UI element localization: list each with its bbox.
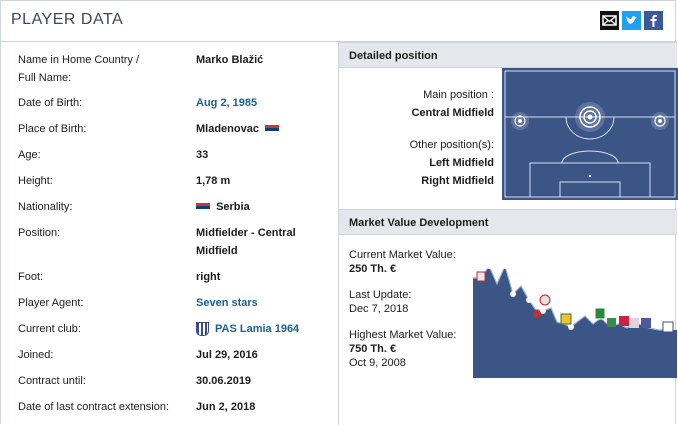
height-value: 1,78 m <box>196 175 231 187</box>
joined-value: Jul 29, 2016 <box>196 349 258 361</box>
nationality-text: Serbia <box>216 201 250 213</box>
agent-label: Player Agent: <box>18 297 84 309</box>
chart-data-points[interactable] <box>486 264 574 330</box>
joined-label: Joined: <box>18 349 54 361</box>
club-logo-icons <box>476 271 674 333</box>
age-value: 33 <box>196 149 209 161</box>
club-text[interactable]: PAS Lamia 1964 <box>215 323 300 335</box>
player-info-table: Name in Home Country / Full Name: Marko … <box>1 42 339 425</box>
contract-label: Contract until: <box>18 375 86 387</box>
current-value-block: Current Market Value: 250 Th. € <box>349 248 456 276</box>
main-position-marker <box>575 102 605 132</box>
nationality-label: Nationality: <box>18 201 73 213</box>
height-label: Height: <box>18 175 53 187</box>
detailed-position-title: Detailed position <box>339 42 677 68</box>
highest-value-block: Highest Market Value: 750 Th. € Oct 9, 2… <box>349 328 456 370</box>
name-value: Marko Blažić <box>196 54 264 66</box>
main-position-block: Main position : Central Midfield <box>339 86 494 122</box>
twitter-bird-icon[interactable] <box>622 11 641 30</box>
contract-value: 30.06.2019 <box>196 375 252 387</box>
club-label: Current club: <box>18 323 81 335</box>
current-value: 250 Th. € <box>349 263 397 275</box>
highest-value: 750 Th. € <box>349 343 397 355</box>
position-label: Position: <box>18 227 61 239</box>
current-value-label: Current Market Value: <box>349 249 456 261</box>
header: PLAYER DATA <box>1 1 677 42</box>
other-position-value: Right Midfield <box>421 175 494 187</box>
envelope-icon[interactable] <box>600 11 619 30</box>
last-update-label: Last Update: <box>349 289 412 301</box>
extension-label: Date of last contract extension: <box>18 401 170 413</box>
extension-value: Jun 2, 2018 <box>196 401 256 413</box>
page-title: PLAYER DATA <box>11 11 124 28</box>
right-midfield-marker <box>651 112 669 130</box>
name-label: Name in Home Country / Full Name: <box>18 54 140 84</box>
pob-value: Mladenovac <box>196 120 336 138</box>
club-link[interactable]: PAS Lamia 1964 <box>196 320 336 338</box>
right-panel: Detailed position Main position : Centra… <box>339 42 678 425</box>
other-positions-label: Other position(s): <box>409 139 494 151</box>
agent-link[interactable]: Seven stars <box>196 297 258 309</box>
other-position-value: Left Midfield <box>429 157 494 169</box>
serbia-flag-icon <box>265 124 280 134</box>
club-crest-icon <box>196 322 209 337</box>
dob-link[interactable]: Aug 2, 1985 <box>196 97 258 109</box>
pob-label: Place of Birth: <box>18 123 87 135</box>
foot-value: right <box>196 271 221 283</box>
pitch-diagram <box>502 68 678 200</box>
age-label: Age: <box>18 149 41 161</box>
market-value-chart[interactable] <box>473 264 677 378</box>
dob-label: Date of Birth: <box>18 97 83 109</box>
nationality-value: Serbia <box>196 198 336 216</box>
main-position-label: Main position : <box>423 89 494 101</box>
highest-value-date: Oct 9, 2008 <box>349 357 406 369</box>
serbia-flag-icon <box>196 202 210 212</box>
position-value: Midfielder - Central Midfield <box>196 227 296 257</box>
market-value-title: Market Value Development <box>339 209 677 235</box>
highest-value-label: Highest Market Value: <box>349 329 457 341</box>
left-midfield-marker <box>511 112 529 130</box>
last-update-value: Dec 7, 2018 <box>349 303 409 315</box>
last-update-block: Last Update: Dec 7, 2018 <box>349 288 411 316</box>
main-position-value: Central Midfield <box>411 107 494 119</box>
facebook-f-icon[interactable] <box>644 11 663 30</box>
other-positions-block: Other position(s): Left Midfield Right M… <box>339 136 494 190</box>
pob-text: Mladenovac <box>196 123 259 135</box>
foot-label: Foot: <box>18 271 44 283</box>
